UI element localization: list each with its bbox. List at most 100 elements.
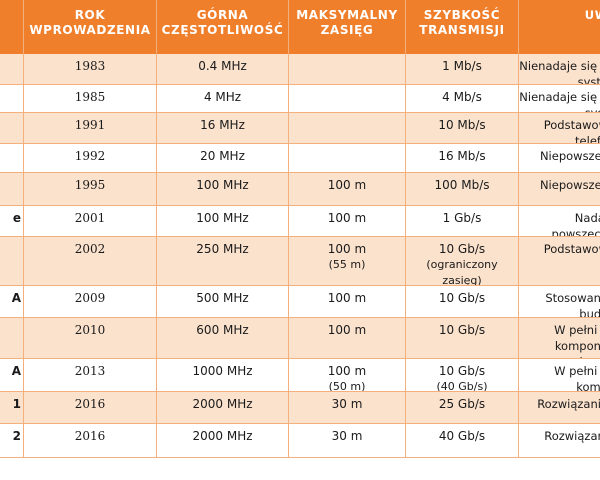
row-speed-text: 1 Gb/s	[442, 211, 482, 225]
row-category	[0, 173, 24, 205]
table-row: 1995 100 MHz 100 m 100 Mb/s Niepowszec	[0, 173, 600, 206]
row-speed-text: 10 Gb/s	[438, 242, 486, 256]
row-frequency: 2000 MHz	[157, 424, 289, 457]
row-year: 2016	[24, 424, 157, 457]
row-category-text: 1	[12, 397, 21, 411]
row-category: A	[0, 286, 24, 317]
row-speed-text: (ograniczony zasięg)	[426, 258, 498, 285]
row-frequency: 1000 MHz	[157, 359, 289, 391]
row-speed-text: 10 Gb/s	[438, 291, 486, 305]
row-year: 1983	[24, 54, 157, 84]
row-frequency-text: 500 MHz	[196, 291, 249, 305]
row-frequency: 100 MHz	[157, 173, 289, 205]
row-range	[289, 85, 406, 112]
table-row: 1992 20 MHz 16 Mb/s Niepowszec	[0, 144, 600, 173]
row-frequency: 2000 MHz	[157, 392, 289, 423]
row-range-text: 100 m	[327, 291, 367, 305]
row-speed-text: 10 Gb/s	[438, 323, 486, 337]
row-range-text: 30 m	[331, 397, 363, 411]
row-frequency-text: 2000 MHz	[192, 429, 253, 443]
cable-category-table: ROK WPROWADZENIA GÓRNA CZĘSTOTLIWOŚĆ MAK…	[0, 0, 600, 458]
row-year: 2001	[24, 206, 157, 236]
row-notes-text: kompone	[554, 339, 600, 353]
row-speed-text: 16 Mb/s	[438, 149, 486, 163]
row-range-text: (50 m)	[328, 380, 366, 391]
row-frequency-text: 0.4 MHz	[198, 59, 247, 73]
row-speed: 25 Gb/s	[406, 392, 519, 423]
row-notes: Nienadaje się d syste	[519, 54, 600, 84]
row-notes-text: komp	[576, 380, 600, 391]
table-row: 1 2016 2000 MHz 30 m 25 Gb/s Rozwiązania	[0, 392, 600, 424]
row-speed: 4 Mb/s	[406, 85, 519, 112]
row-speed: 100 Mb/s	[406, 173, 519, 205]
row-category-text: A	[11, 291, 21, 305]
row-speed-text: 100 Mb/s	[434, 178, 490, 192]
row-frequency-text: 16 MHz	[200, 118, 245, 132]
row-frequency-text: 600 MHz	[196, 323, 249, 337]
row-notes-text: Rozwiązani	[544, 429, 600, 443]
row-category	[0, 237, 24, 285]
row-range-text: (55 m)	[328, 258, 366, 271]
row-range: 100 m	[289, 286, 406, 317]
table-row: 2 2016 2000 MHz 30 m 40 Gb/s Rozwiązani	[0, 424, 600, 458]
row-notes-text: syste	[577, 75, 600, 84]
row-year-text: 1995	[74, 178, 106, 192]
row-notes-text: Niepowszec	[539, 178, 600, 192]
row-speed: 10 Gb/s (ograniczony zasięg)	[406, 237, 519, 285]
row-range: 100 m	[289, 206, 406, 236]
row-category	[0, 54, 24, 84]
row-frequency: 16 MHz	[157, 113, 289, 143]
row-year-text: 1992	[74, 149, 106, 163]
row-speed-text: 1 Mb/s	[442, 59, 482, 73]
row-year-text: 2016	[74, 429, 106, 443]
row-notes: W pełni e komponeniemo	[519, 318, 600, 358]
row-notes-text: Podstawow	[543, 242, 600, 256]
row-frequency-text: 250 MHz	[196, 242, 249, 256]
row-speed-text: (40 Gb/s)	[436, 380, 488, 391]
table-row: e 2001 100 MHz 100 m 1 Gb/s Nadal powszechzas…	[0, 206, 600, 237]
row-frequency-text: 20 MHz	[200, 149, 245, 163]
row-range: 30 m	[289, 392, 406, 423]
row-speed: 10 Gb/s	[406, 318, 519, 358]
row-speed-text: 10 Mb/s	[438, 118, 486, 132]
row-frequency-text: 4 MHz	[203, 90, 242, 104]
row-notes-text: syst	[519, 105, 600, 112]
row-frequency: 20 MHz	[157, 144, 289, 172]
row-year: 1995	[24, 173, 157, 205]
row-range-text: 100 m	[327, 323, 367, 337]
row-frequency-text: 100 MHz	[196, 178, 249, 192]
table-row: A 2013 1000 MHz 100 m (50 m) 10 Gb/s (40 Gb/s)…	[0, 359, 600, 392]
row-speed-text: 10 Gb/s	[438, 364, 486, 378]
row-range: 30 m	[289, 424, 406, 457]
table-row: 2002 250 MHz 100 m (55 m) 10 Gb/s (ograniczon…	[0, 237, 600, 286]
row-category: A	[0, 359, 24, 391]
row-year-text: 2002	[74, 242, 106, 256]
row-year-text: 2010	[74, 323, 106, 337]
row-year: 2009	[24, 286, 157, 317]
row-speed-text: 4 Mb/s	[442, 90, 482, 104]
row-notes-text: Podstawow	[543, 118, 600, 132]
row-notes: W pełni e komp	[519, 359, 600, 391]
row-year-text: 2009	[74, 291, 106, 305]
row-range-text: 100 m	[327, 364, 367, 378]
header-notes: UW	[584, 8, 600, 22]
row-notes: Rozwiązania	[519, 392, 600, 423]
row-notes-text: W pełni e	[554, 323, 600, 337]
row-frequency: 4 MHz	[157, 85, 289, 112]
header-frequency: GÓRNA CZĘSTOTLIWOŚĆ	[157, 0, 289, 54]
row-frequency: 500 MHz	[157, 286, 289, 317]
row-category: 1	[0, 392, 24, 423]
row-year: 2010	[24, 318, 157, 358]
row-speed: 1 Mb/s	[406, 54, 519, 84]
row-speed: 10 Gb/s	[406, 286, 519, 317]
row-frequency-text: 100 MHz	[196, 211, 249, 225]
row-speed-text: 25 Gb/s	[438, 397, 486, 411]
row-notes-text: Nadal powszech	[551, 211, 600, 236]
table-row: 1983 0.4 MHz 1 Mb/s Nienadaje się d syste	[0, 54, 600, 85]
row-frequency: 0.4 MHz	[157, 54, 289, 84]
row-frequency: 250 MHz	[157, 237, 289, 285]
row-notes: Niepowszec	[519, 144, 600, 172]
row-range	[289, 113, 406, 143]
row-notes-text: Rozwiązania	[537, 397, 600, 411]
